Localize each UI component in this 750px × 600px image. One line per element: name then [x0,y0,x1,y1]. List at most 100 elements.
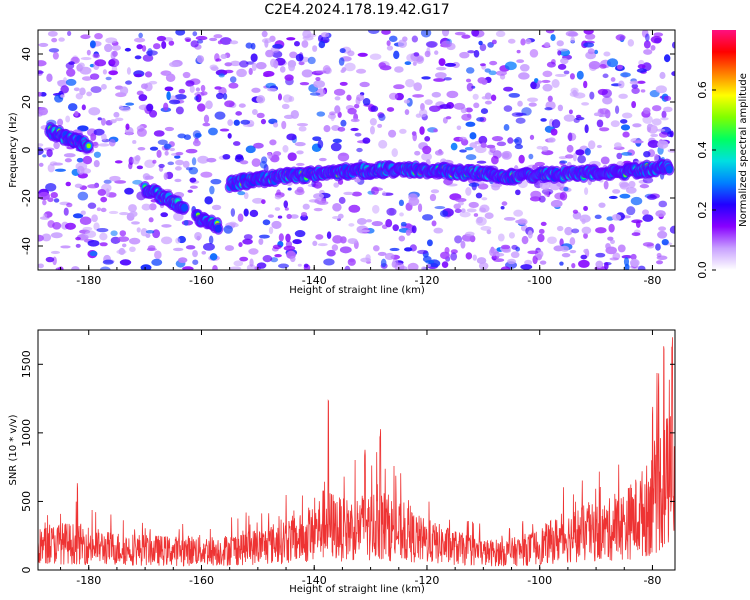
spectrogram-speckle [256,262,267,269]
spectrogram-speckle [594,49,599,55]
spectrogram-speckle [53,141,60,150]
spectrogram-speckle [164,150,169,156]
spectrogram-speckle [65,181,71,187]
spectrogram-speckle [477,183,489,190]
spectrogram-speckle [174,178,182,183]
spectrogram-speckle [372,204,380,214]
spectrogram-speckle [654,37,662,44]
spectrogram-speckle [77,62,85,69]
spectrogram-speckle [500,206,505,210]
spectrogram-speckle [661,110,667,119]
spectrogram-speckle [663,95,672,102]
spectrogram-speckle [323,125,331,133]
spectrogram-speckle [302,203,310,210]
spectrogram-speckle [97,188,107,196]
spectrogram-speckle [369,117,377,126]
spectrogram-speckle [403,99,410,104]
spectrogram-speckle [473,49,480,58]
spectrogram-speckle [230,60,241,67]
spectrogram-speckle [136,165,144,170]
spectrogram-speckle [140,264,152,270]
spectrogram-speckle [47,197,54,203]
spectrogram-speckle [283,245,296,251]
snr-series-line [38,337,675,567]
spectrogram-speckle [278,263,290,269]
spectrogram-speckle [195,35,208,41]
spectrogram-speckle [286,37,296,41]
spectrogram-speckle [550,34,556,42]
spectrogram-speckle [388,92,399,100]
spectrogram-speckle [161,224,172,228]
spectrogram-speckle [250,53,258,62]
spectrogram-speckle [604,262,609,270]
spectrogram-speckle [239,256,249,262]
spectrogram-speckle [386,107,395,112]
spectrogram-speckle [528,153,534,160]
snr-ytick-label: 1000 [20,419,33,447]
spectrogram-speckle [497,233,505,242]
spectrogram-speckle [397,39,407,48]
spectrogram-speckle [333,88,346,96]
spectrogram-speckle [422,214,434,221]
spectrogram-speckle [439,210,449,218]
spectrogram-speckle [572,152,577,162]
spectrogram-speckle [650,133,659,138]
spectrogram-speckle [610,77,616,82]
spectrogram-speckle [579,214,591,223]
spectrogram-speckle [565,154,574,159]
spectrogram-speckle [132,179,143,185]
spectrogram-speckle [137,146,146,151]
spectrogram-speckle [550,199,563,208]
spectrogram-speckle [272,244,282,250]
spectrogram-speckle [516,59,525,64]
spectrogram-speckle [525,38,532,45]
spectrogram-speckle [119,212,129,216]
spectrogram-speckle [202,243,215,251]
spectrogram-speckle [534,78,539,83]
spectrogram-speckle [132,139,137,144]
snr-xtick-label: -100 [527,574,552,587]
spectrogram-speckle [52,51,59,60]
spectrogram-speckle [549,181,561,191]
spectrogram-speckle [163,172,168,180]
spectrogram-speckle [380,258,387,268]
spectrogram-speckle [51,37,58,43]
spectrogram-speckle [601,88,612,98]
spectrogram-speckle [567,132,573,142]
spectrogram-speckle [459,211,471,218]
spectrogram-speckle [511,244,518,250]
spectrogram-speckle [203,114,210,124]
spectrogram-speckle [610,239,615,245]
spectrogram-speckle [563,70,570,75]
spectrogram-speckle [658,226,667,232]
spectrogram-speckle [192,259,199,265]
spectrogram-speckle [615,34,626,41]
spectrogram-speckle [484,92,492,100]
spectrogram-speckle [174,93,187,100]
spectrogram-speckle [99,242,108,247]
spectrogram-speckle [599,108,609,115]
spectrogram-speckle [392,224,399,232]
spectrogram-speckle [182,160,190,169]
spectrogram-speckle [152,229,161,239]
spectrogram-speckle [622,131,630,138]
spectrogram-speckle [356,218,367,225]
spectrogram-speckle [273,151,282,157]
spectrogram-speckle [602,73,609,79]
spectrogram-speckle [507,258,517,265]
spectrogram-speckle [476,257,487,264]
spectrogram-speckle [620,152,633,156]
spectrogram-speckle [38,60,47,67]
spectrogram-speckle [422,145,432,155]
spectrogram-speckle [643,107,651,114]
spectrogram-speckle [192,31,198,37]
spectrogram-speckle [529,48,539,58]
spectrogram-speckle [80,57,92,61]
spectrogram-speckle [164,86,174,92]
spectrogram-speckle [124,187,134,195]
spectrogram-speckle [446,90,459,99]
spectrogram-speckle [537,233,545,243]
spectrogram-speckle [527,250,539,255]
spectrogram-speckle [637,64,646,69]
spectrogram-speckle [97,117,102,121]
